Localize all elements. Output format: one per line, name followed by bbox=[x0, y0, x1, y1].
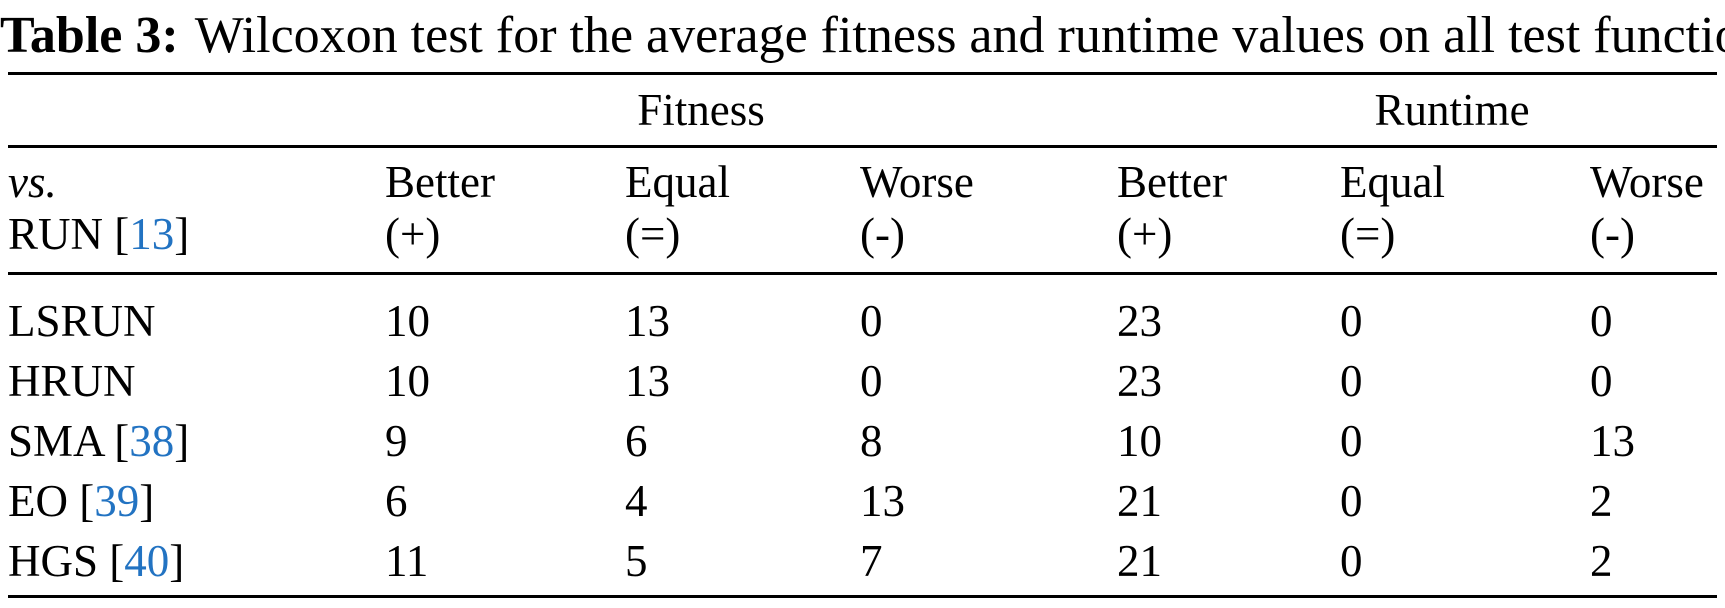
col-header-sign: (-) bbox=[860, 209, 905, 259]
col-header-fitness-worse: Worse (-) bbox=[860, 146, 1118, 275]
cell-fitness-worse: 8 bbox=[860, 416, 883, 466]
bracket: ] bbox=[139, 476, 155, 526]
col-header-label: Better bbox=[1117, 157, 1227, 207]
cell-runtime-better: 21 bbox=[1117, 476, 1163, 526]
stub-header-run-suffix: ] bbox=[174, 209, 190, 259]
col-header-sign: (+) bbox=[385, 209, 441, 259]
cell-runtime-better: 21 bbox=[1117, 536, 1163, 586]
col-header-sign: (=) bbox=[625, 209, 681, 259]
cell-runtime-worse: 0 bbox=[1590, 356, 1613, 406]
cell-fitness-equal: 5 bbox=[625, 536, 648, 586]
stub-header-run: RUN [13] bbox=[8, 208, 385, 260]
col-header-label: Worse bbox=[1590, 157, 1704, 207]
row-label-lsrun: LSRUN bbox=[8, 274, 385, 352]
col-header-label: Equal bbox=[625, 157, 730, 207]
column-header-row: vs. RUN [13] Better (+) Equal (=) Worse … bbox=[8, 146, 1718, 275]
cell-fitness-better: 6 bbox=[385, 476, 408, 526]
cell-fitness-better: 10 bbox=[385, 296, 430, 346]
row-label-hrun: HRUN bbox=[8, 351, 385, 411]
algorithm-name: LSRUN bbox=[8, 296, 156, 346]
col-header-sign: (+) bbox=[1117, 209, 1173, 259]
group-header-spacer bbox=[8, 74, 385, 147]
cell-runtime-better: 23 bbox=[1117, 356, 1163, 406]
cell-runtime-worse: 2 bbox=[1590, 536, 1613, 586]
table-row-eo: EO [39] 6 4 13 21 0 2 bbox=[8, 471, 1717, 531]
wilcoxon-table: Fitness Runtime vs. RUN [13] Better (+) … bbox=[8, 72, 1718, 598]
col-header-runtime-equal: Equal (=) bbox=[1340, 146, 1591, 275]
stub-header-run-prefix: RUN [ bbox=[8, 209, 130, 259]
cell-runtime-equal: 0 bbox=[1340, 356, 1363, 406]
algorithm-name: HGS [ bbox=[8, 536, 125, 586]
cell-runtime-equal: 0 bbox=[1340, 416, 1363, 466]
algorithm-name: SMA [ bbox=[8, 416, 130, 466]
algorithm-name: HRUN bbox=[8, 356, 136, 406]
cell-fitness-equal: 4 bbox=[625, 476, 648, 526]
col-header-runtime-better: Better (+) bbox=[1117, 146, 1341, 275]
group-header-runtime-cell: Runtime bbox=[1117, 74, 1717, 147]
citation-link-40[interactable]: 40 bbox=[124, 536, 170, 586]
col-header-sign: (-) bbox=[1590, 209, 1635, 259]
bracket: ] bbox=[174, 416, 190, 466]
cell-runtime-better: 23 bbox=[1117, 296, 1163, 346]
group-header-row: Fitness Runtime bbox=[8, 74, 1718, 147]
group-header-runtime: Runtime bbox=[1374, 85, 1530, 135]
col-header-label: Worse bbox=[860, 157, 974, 207]
citation-link-13[interactable]: 13 bbox=[129, 209, 175, 259]
cell-runtime-worse: 0 bbox=[1590, 296, 1613, 346]
col-header-sign: (=) bbox=[1340, 209, 1396, 259]
col-header-runtime-worse: Worse (-) bbox=[1590, 146, 1718, 275]
bracket: ] bbox=[169, 536, 185, 586]
cell-fitness-equal: 13 bbox=[625, 296, 670, 346]
cell-fitness-better: 9 bbox=[385, 416, 408, 466]
cell-fitness-better: 10 bbox=[385, 356, 430, 406]
cell-fitness-worse: 13 bbox=[860, 476, 905, 526]
table-row-hrun: HRUN 10 13 0 23 0 0 bbox=[8, 351, 1717, 411]
table-row-lsrun: LSRUN 10 13 0 23 0 0 bbox=[8, 274, 1717, 352]
citation-link-39[interactable]: 39 bbox=[94, 476, 140, 526]
group-header-fitness-cell: Fitness bbox=[385, 74, 1117, 147]
table-row-sma: SMA [38] 9 6 8 10 0 13 bbox=[8, 411, 1717, 471]
cell-fitness-equal: 13 bbox=[625, 356, 670, 406]
row-label-eo: EO [39] bbox=[8, 471, 385, 531]
stub-header-vs: vs. bbox=[8, 157, 57, 207]
table-row-hgs: HGS [40] 11 5 7 21 0 2 bbox=[8, 531, 1717, 597]
cell-fitness-worse: 0 bbox=[860, 296, 883, 346]
table-caption: Table 3: Wilcoxon test for the average fi… bbox=[0, 0, 1725, 72]
stub-header-cell: vs. RUN [13] bbox=[8, 146, 385, 275]
cell-fitness-better: 11 bbox=[385, 536, 429, 586]
cell-fitness-equal: 6 bbox=[625, 416, 648, 466]
row-label-sma: SMA [38] bbox=[8, 411, 385, 471]
caption-label: Table 3: bbox=[0, 7, 179, 64]
col-header-label: Better bbox=[385, 157, 495, 207]
col-header-label: Equal bbox=[1340, 157, 1445, 207]
cell-runtime-better: 10 bbox=[1117, 416, 1163, 466]
citation-link-38[interactable]: 38 bbox=[129, 416, 175, 466]
row-label-hgs: HGS [40] bbox=[8, 531, 385, 597]
col-header-fitness-better: Better (+) bbox=[385, 146, 625, 275]
cell-runtime-equal: 0 bbox=[1340, 296, 1363, 346]
cell-fitness-worse: 7 bbox=[860, 536, 883, 586]
cell-runtime-worse: 13 bbox=[1590, 416, 1636, 466]
cell-runtime-equal: 0 bbox=[1340, 536, 1363, 586]
group-header-fitness: Fitness bbox=[637, 85, 765, 135]
algorithm-name: EO [ bbox=[8, 476, 95, 526]
caption-text: Wilcoxon test for the average fitness an… bbox=[194, 7, 1725, 64]
col-header-fitness-equal: Equal (=) bbox=[625, 146, 860, 275]
cell-runtime-worse: 2 bbox=[1590, 476, 1613, 526]
cell-fitness-worse: 0 bbox=[860, 356, 883, 406]
cell-runtime-equal: 0 bbox=[1340, 476, 1363, 526]
